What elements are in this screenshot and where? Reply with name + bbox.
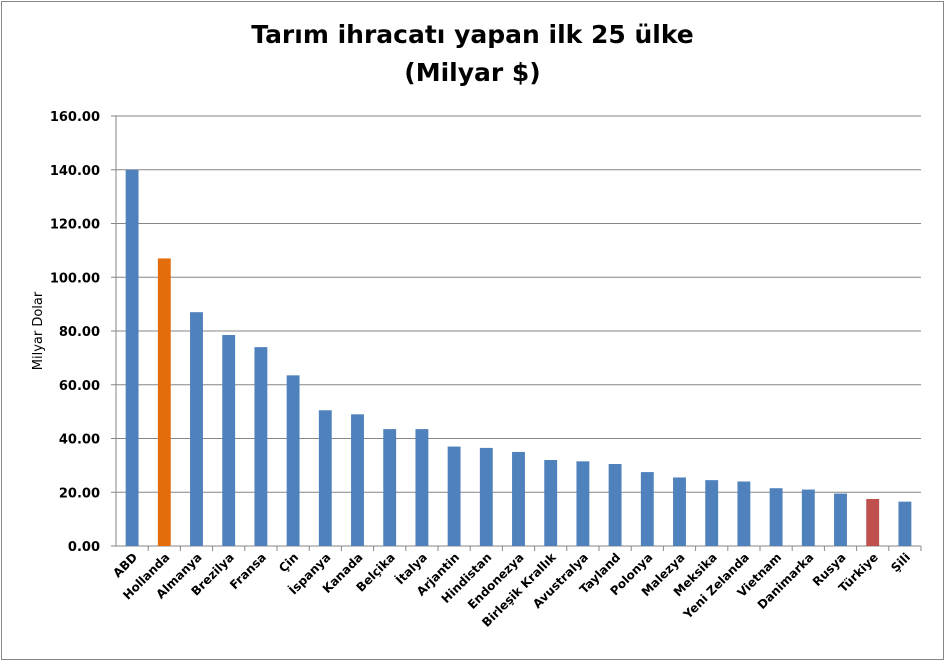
y-tick-label: 20.00 xyxy=(59,486,100,501)
y-tick-label: 40.00 xyxy=(59,433,100,448)
x-tick-label: Fransa xyxy=(227,550,269,592)
bar xyxy=(866,498,880,546)
chart-subtitle: (Milyar $) xyxy=(404,58,541,87)
y-tick-label: 0.00 xyxy=(68,540,100,555)
y-tick-label: 160.00 xyxy=(50,110,100,125)
bar xyxy=(383,429,397,546)
bar xyxy=(898,501,912,546)
bar xyxy=(705,480,719,546)
y-tick-label: 60.00 xyxy=(59,379,100,394)
bar xyxy=(190,312,203,546)
bar xyxy=(769,488,783,546)
bar xyxy=(479,447,493,546)
x-tick-label: Şili xyxy=(888,550,913,575)
bar xyxy=(157,258,171,546)
bar xyxy=(608,464,622,546)
bar xyxy=(673,477,686,546)
bar xyxy=(737,481,751,546)
bar xyxy=(318,410,332,546)
bar xyxy=(351,414,364,546)
chart-title: Tarım ihracatı yapan ilk 25 ülke xyxy=(251,20,694,49)
y-axis-label: Milyar Dolar xyxy=(31,291,46,370)
chart-title-block: Tarım ihracatı yapan ilk 25 ülke (Milyar… xyxy=(0,16,945,92)
bar xyxy=(544,460,558,546)
bar xyxy=(447,446,461,546)
bar xyxy=(286,375,300,546)
y-tick-label: 80.00 xyxy=(59,325,100,340)
bar xyxy=(640,472,654,546)
bar xyxy=(415,429,429,546)
y-tick-label: 100.00 xyxy=(50,271,100,286)
bar xyxy=(254,347,268,546)
bar xyxy=(512,451,525,546)
bar xyxy=(576,461,590,546)
bar xyxy=(125,169,139,546)
y-tick-label: 140.00 xyxy=(50,164,100,179)
bar xyxy=(834,493,847,546)
bar xyxy=(222,335,236,546)
bar xyxy=(801,489,815,546)
x-tick-label: Çin xyxy=(276,550,301,575)
y-tick-label: 120.00 xyxy=(50,218,100,233)
